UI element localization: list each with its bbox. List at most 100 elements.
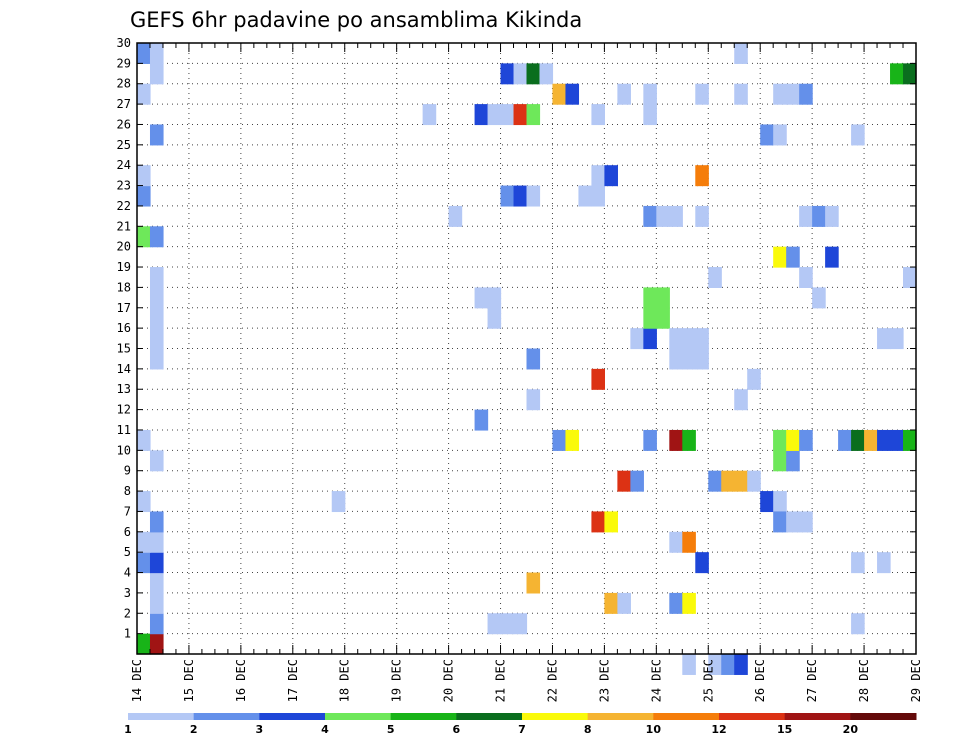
precip-cell (513, 63, 528, 85)
y-tick-label: 27 (117, 97, 131, 111)
precip-cell (708, 267, 722, 288)
precip-cell (708, 470, 722, 492)
precip-cell (734, 83, 748, 105)
precip-cell (526, 104, 541, 126)
precip-cell (695, 552, 709, 574)
precip-cell (695, 328, 709, 350)
precip-cell (747, 470, 761, 492)
precip-cell (682, 328, 696, 350)
precip-cell (669, 328, 683, 350)
precip-cell (487, 613, 502, 635)
precip-cell (734, 470, 748, 492)
precip-cell (721, 654, 735, 675)
precip-cell (513, 104, 528, 126)
y-tick-label: 15 (117, 342, 131, 356)
precip-cell (526, 185, 541, 207)
precip-cell (149, 287, 164, 309)
precip-cell (137, 83, 151, 105)
precip-cell (812, 205, 826, 227)
chart-title: GEFS 6hr padavine po ansamblima Kikinda (130, 8, 582, 32)
precip-cell (890, 63, 904, 85)
legend-label: 15 (777, 723, 792, 736)
precip-cell (877, 429, 891, 451)
precip-cell (786, 450, 800, 472)
precip-cell (137, 226, 151, 248)
precip-cell (526, 572, 541, 594)
precip-cell (786, 511, 800, 533)
precip-cell (149, 43, 164, 64)
precip-cell (149, 226, 164, 248)
y-tick-label: 4 (124, 566, 131, 580)
legend-swatch (456, 713, 523, 720)
precip-cell (734, 43, 748, 64)
precip-cell (877, 328, 891, 350)
legend-swatch (653, 713, 720, 720)
precip-cell (149, 511, 164, 533)
precip-cell (500, 104, 515, 126)
legend-label: 20 (843, 723, 859, 736)
y-tick-label: 7 (124, 504, 131, 518)
precip-cell (656, 205, 670, 227)
precip-cell (786, 83, 800, 105)
precip-cell (812, 287, 826, 309)
precip-cell (474, 104, 489, 126)
y-tick-label: 20 (117, 240, 131, 254)
legend-label: 7 (518, 723, 526, 736)
precip-cell (149, 267, 164, 288)
precip-cell (760, 124, 774, 146)
y-tick-label: 10 (117, 443, 131, 457)
precip-cell (786, 246, 800, 268)
precip-cell (773, 124, 787, 146)
precip-cell (500, 185, 515, 207)
precip-cell (903, 429, 917, 451)
precip-cell (137, 633, 151, 655)
precip-cell (773, 429, 787, 451)
legend-label: 5 (387, 723, 395, 736)
precip-cell (149, 572, 164, 594)
precip-cell (526, 389, 541, 411)
precip-cell (474, 287, 489, 309)
precip-cell (838, 429, 852, 451)
precip-cell (643, 287, 657, 309)
y-tick-label: 28 (117, 77, 131, 91)
precip-cell (604, 511, 618, 533)
precip-cell (708, 654, 722, 675)
precip-cell (487, 104, 502, 126)
precip-cell (825, 205, 839, 227)
legend-label: 3 (256, 723, 264, 736)
y-tick-label: 21 (117, 219, 131, 233)
y-tick-label: 8 (124, 484, 131, 498)
legend-swatch (719, 713, 786, 720)
y-tick-label: 29 (117, 56, 131, 70)
y-tick-label: 14 (117, 362, 131, 376)
precip-cell (877, 552, 891, 574)
y-tick-label: 18 (117, 280, 131, 294)
precip-cell (137, 185, 151, 207)
precip-cell (760, 491, 774, 513)
precip-cell (864, 429, 878, 451)
precip-cell (773, 491, 787, 513)
x-tick-label: 18 DEC (338, 659, 352, 702)
precip-cell (682, 592, 696, 614)
precip-cell (513, 613, 528, 635)
precip-cell (474, 409, 489, 431)
y-tick-label: 25 (117, 138, 131, 152)
y-tick-label: 11 (117, 423, 131, 437)
precip-cell (734, 654, 748, 675)
precip-cell (630, 328, 644, 350)
precip-cell (799, 267, 813, 288)
legend-swatch (259, 713, 326, 720)
precip-cell (643, 307, 657, 329)
x-tick-label: 20 DEC (442, 659, 456, 702)
legend-swatch (587, 713, 654, 720)
y-tick-label: 22 (117, 199, 131, 213)
precip-cell (137, 43, 151, 64)
legend-swatch (325, 713, 392, 720)
precip-cell (591, 165, 605, 187)
precip-cell (630, 470, 644, 492)
precip-cell (422, 104, 437, 126)
precip-cell (773, 246, 787, 268)
legend-label: 12 (711, 723, 726, 736)
x-tick-label: 28 DEC (857, 659, 871, 702)
y-tick-label: 26 (117, 117, 131, 131)
